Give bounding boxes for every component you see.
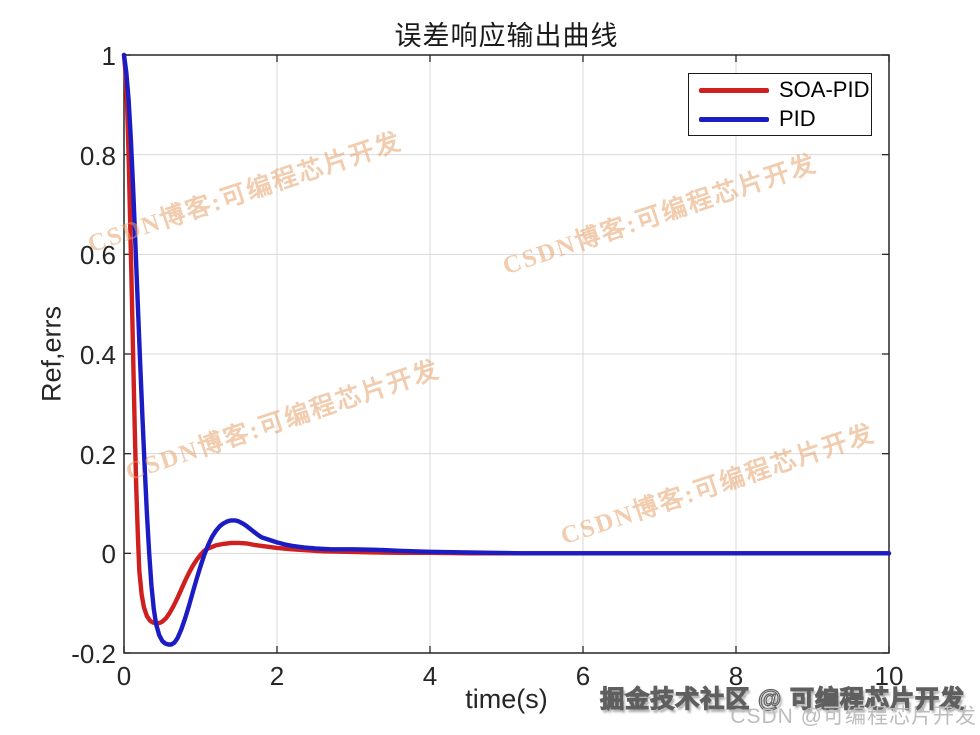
x-axis-label: time(s) — [465, 684, 548, 714]
legend-entry-soa-pid: SOA-PID — [689, 77, 871, 103]
juejin-watermark-text: 掘金技术社区 @ 可编程芯片开发 — [600, 685, 965, 713]
series-line-soa-pid — [121, 52, 892, 626]
x-tick-label: 8 — [728, 661, 744, 691]
y-tick-label: 1 — [101, 41, 116, 71]
csdn-watermark-text: CSDN @可编程芯片开发 — [730, 705, 977, 728]
x-tick-label: 10 — [874, 661, 904, 691]
y-tick-label: 0.6 — [79, 240, 116, 271]
y-tick-label: 0.2 — [79, 439, 116, 470]
legend: SOA-PID PID — [688, 73, 872, 136]
legend-line-sample-red — [699, 87, 769, 93]
y-tick-label: -0.2 — [71, 639, 116, 669]
legend-line-sample-blue — [699, 116, 769, 122]
x-tick-label: 6 — [575, 661, 591, 691]
x-tick-label: 0 — [116, 661, 132, 691]
y-tick-label: 0.4 — [79, 340, 116, 370]
y-axis-label: Ref,errs — [36, 305, 67, 403]
legend-label-soa-pid: SOA-PID — [779, 77, 870, 102]
chart-title: 误差响应输出曲线 — [394, 21, 619, 51]
x-tick-label: 2 — [269, 661, 285, 691]
legend-label-pid: PID — [779, 106, 816, 131]
y-tick-label: 0 — [101, 539, 116, 570]
series-line-pid — [121, 52, 892, 647]
y-tick-label: 0.8 — [79, 140, 116, 171]
legend-entry-pid: PID — [689, 106, 871, 132]
x-tick-label: 4 — [422, 661, 438, 691]
